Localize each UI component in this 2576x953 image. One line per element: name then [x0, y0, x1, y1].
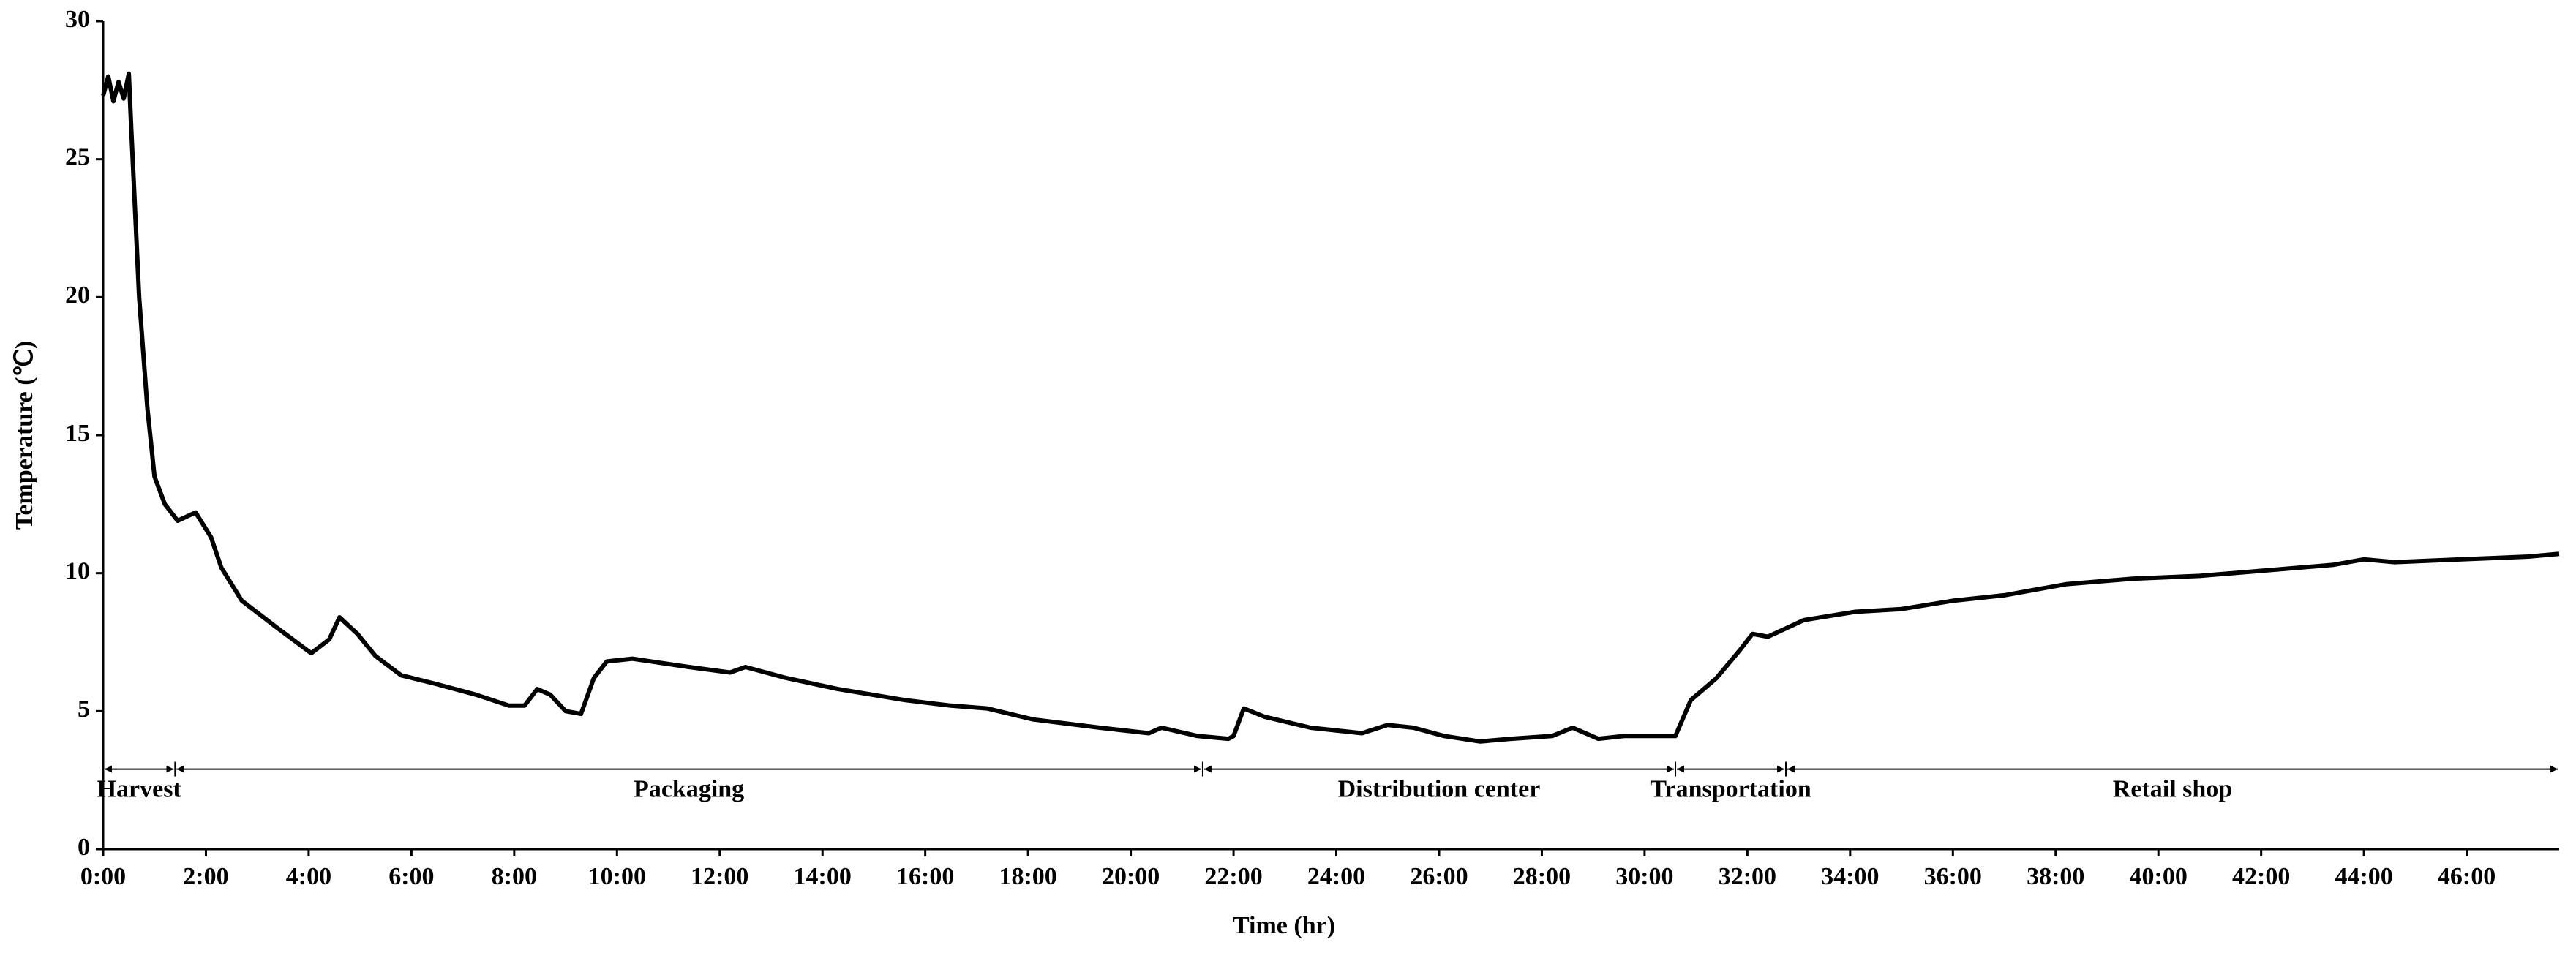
- x-tick-label: 40:00: [2130, 863, 2188, 890]
- x-tick-label: 28:00: [1513, 863, 1571, 890]
- phase-label: Transportation: [1650, 775, 1811, 802]
- y-axis-label: Temperature (℃): [11, 341, 38, 530]
- x-tick-label: 4:00: [286, 863, 331, 890]
- x-tick-label: 0:00: [80, 863, 126, 890]
- y-tick-label: 10: [65, 557, 90, 584]
- x-tick-label: 44:00: [2335, 863, 2392, 890]
- y-tick-label: 0: [78, 834, 90, 861]
- x-tick-label: 6:00: [388, 863, 434, 890]
- x-tick-label: 24:00: [1307, 863, 1365, 890]
- temperature-line: [101, 71, 2560, 744]
- x-tick-label: 34:00: [1821, 863, 1879, 890]
- x-tick-label: 36:00: [1924, 863, 1982, 890]
- x-tick-label: 46:00: [2438, 863, 2496, 890]
- y-tick-label: 30: [65, 6, 90, 33]
- x-tick-label: 38:00: [2027, 863, 2084, 890]
- x-tick-label: 30:00: [1615, 863, 1673, 890]
- x-tick-label: 16:00: [896, 863, 954, 890]
- x-tick-label: 10:00: [588, 863, 646, 890]
- x-axis-label: Time (hr): [1233, 912, 1335, 939]
- x-tick-label: 18:00: [999, 863, 1056, 890]
- phase-label: Harvest: [97, 775, 182, 802]
- phase-label: Packaging: [634, 775, 744, 802]
- x-tick-label: 8:00: [492, 863, 537, 890]
- y-tick-label: 25: [65, 143, 90, 170]
- x-tick-label: 20:00: [1102, 863, 1160, 890]
- y-tick-label: 15: [65, 420, 90, 447]
- x-tick-label: 14:00: [794, 863, 852, 890]
- phase-label: Distribution center: [1338, 775, 1541, 802]
- x-tick-label: 2:00: [183, 863, 228, 890]
- y-tick-label: 5: [78, 696, 90, 723]
- x-tick-label: 26:00: [1410, 863, 1468, 890]
- x-tick-label: 12:00: [691, 863, 748, 890]
- y-tick-label: 20: [65, 282, 90, 309]
- x-tick-label: 42:00: [2232, 863, 2290, 890]
- phase-label: Retail shop: [2113, 775, 2232, 802]
- x-tick-label: 32:00: [1719, 863, 1776, 890]
- x-tick-label: 22:00: [1204, 863, 1262, 890]
